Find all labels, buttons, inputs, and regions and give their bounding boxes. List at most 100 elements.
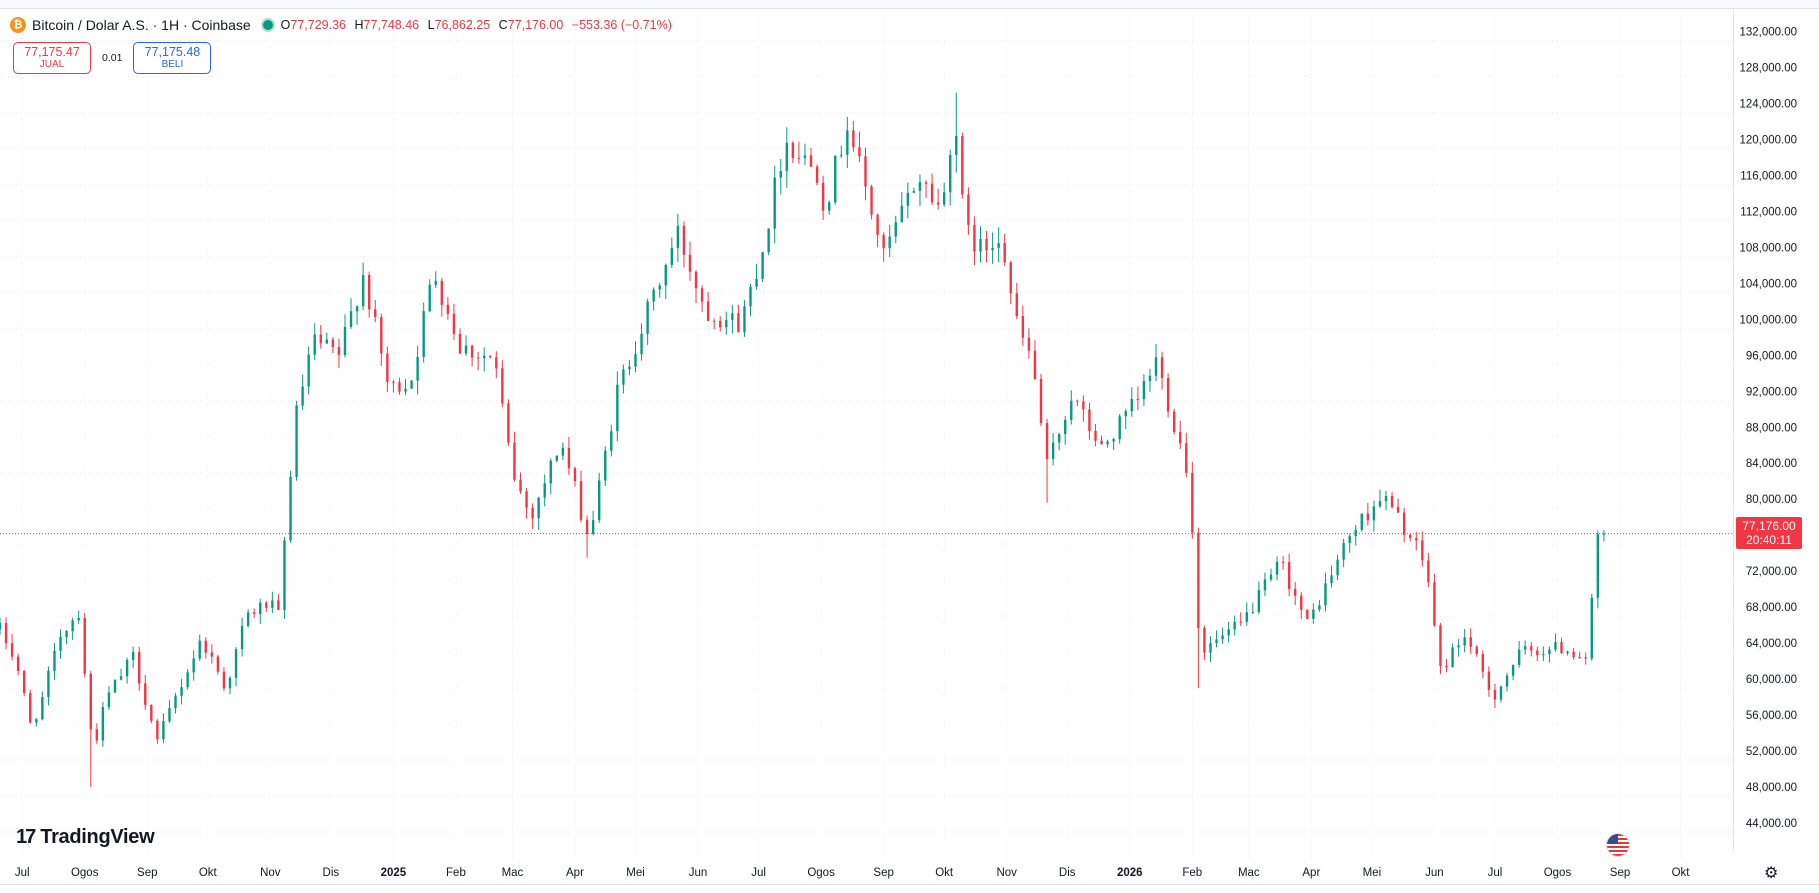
candle-body: [1021, 316, 1025, 338]
bar-countdown: 20:40:11: [1746, 532, 1792, 547]
candle-body: [1064, 419, 1067, 435]
candle-body: [924, 182, 928, 184]
candle-body: [10, 643, 14, 657]
candle-body: [561, 447, 565, 456]
candle-body: [71, 620, 74, 631]
candle-body: [652, 289, 655, 302]
candle-body: [1481, 654, 1485, 672]
candle-body: [325, 339, 329, 344]
candle-body: [398, 382, 401, 392]
candle-body: [531, 507, 534, 519]
candle-body: [150, 704, 153, 721]
candle-body: [1560, 642, 1563, 653]
grid-lines: [0, 18, 1733, 859]
candle-body: [259, 602, 262, 615]
symbol-header[interactable]: ₿ Bitcoin / Dolar A.S. · 1H · Coinbase O…: [10, 17, 677, 33]
candle-body: [1142, 381, 1146, 400]
candle-body: [222, 671, 226, 689]
candle-body: [380, 317, 383, 354]
candle-body: [1033, 350, 1037, 380]
candlestick-chart[interactable]: [0, 9, 1819, 885]
candle-body: [1251, 612, 1255, 614]
candle-body: [1088, 409, 1091, 431]
candle-body: [834, 155, 837, 203]
candle-body: [507, 403, 510, 443]
candle-body: [1009, 262, 1012, 294]
candle-body: [89, 673, 92, 730]
candle-body: [779, 171, 782, 178]
candle-body: [961, 136, 964, 195]
candle-body: [101, 707, 105, 741]
candle-body: [23, 670, 26, 694]
candle-body: [138, 652, 141, 684]
chart-area[interactable]: [0, 9, 1734, 859]
candle-body: [495, 357, 498, 369]
candle-body: [906, 192, 910, 206]
candle-body: [1154, 357, 1158, 376]
candle-body: [858, 147, 861, 157]
candle-body: [489, 355, 492, 358]
candle-body: [1112, 439, 1115, 442]
candle-body: [464, 345, 468, 354]
candle-body: [809, 155, 813, 167]
candle-body: [1179, 431, 1182, 444]
buy-button[interactable]: 77,175.48 BELI: [133, 42, 212, 74]
sell-button[interactable]: 77,175.47 JUAL: [13, 42, 91, 74]
chart-settings-icon[interactable]: ⚙: [1764, 865, 1779, 882]
market-status-icon[interactable]: [260, 18, 275, 32]
candle-body: [1160, 357, 1164, 378]
tradingview-logo[interactable]: 17 TradingView: [16, 826, 155, 849]
open-value: 77,729.36: [290, 18, 346, 32]
candle-body: [640, 333, 643, 355]
candle-body: [785, 142, 789, 172]
symbol-title[interactable]: Bitcoin / Dolar A.S. · 1H · Coinbase: [32, 17, 251, 33]
candle-body: [1106, 441, 1109, 445]
candle-body: [973, 224, 976, 252]
candle-body: [253, 612, 256, 615]
candle-body: [216, 656, 220, 672]
candle-body: [1439, 625, 1442, 666]
candle-body: [210, 652, 214, 657]
current-price-label: 77,176.00 20:40:11: [1736, 516, 1802, 549]
candle-body: [1294, 588, 1297, 596]
us-flag-icon[interactable]: [1606, 833, 1630, 857]
candle-body: [670, 247, 674, 265]
candle-body: [1051, 442, 1055, 460]
candle-body: [1245, 612, 1248, 622]
candle-body: [1390, 496, 1394, 508]
candle-body: [900, 205, 904, 223]
candle-body: [1100, 440, 1103, 445]
tradingview-logo-icon: 17: [16, 826, 36, 848]
close-value: 77,176.00: [507, 18, 564, 32]
sell-price: 77,175.47: [24, 45, 80, 59]
candle-body: [888, 236, 891, 249]
candle-body: [634, 354, 637, 367]
candle-body: [1402, 512, 1406, 535]
candle-body: [1203, 627, 1206, 653]
candle-body: [1039, 379, 1043, 424]
candle-body: [1300, 595, 1303, 610]
candle-body: [706, 301, 710, 321]
bitcoin-icon: ₿: [10, 17, 26, 33]
candle-body: [125, 659, 129, 677]
candle-body: [894, 222, 897, 237]
candle-body: [567, 447, 571, 469]
candle-body: [1082, 401, 1085, 410]
candle-body: [1457, 645, 1460, 648]
candle-body: [440, 280, 444, 305]
candle-body: [1487, 671, 1491, 690]
candle-body: [1366, 513, 1370, 521]
candle-body: [646, 301, 649, 334]
candle-body: [1384, 496, 1388, 502]
candle-body: [1572, 651, 1575, 658]
candle-body: [1342, 543, 1345, 560]
candle-body: [29, 693, 32, 723]
candle-body: [755, 279, 758, 287]
candle-body: [725, 319, 728, 328]
candle-body: [1191, 472, 1194, 533]
candle-body: [1445, 665, 1448, 668]
candle-body: [942, 192, 946, 205]
candle-body: [1584, 657, 1587, 659]
candle-body: [797, 158, 801, 160]
candle-body: [955, 136, 958, 155]
